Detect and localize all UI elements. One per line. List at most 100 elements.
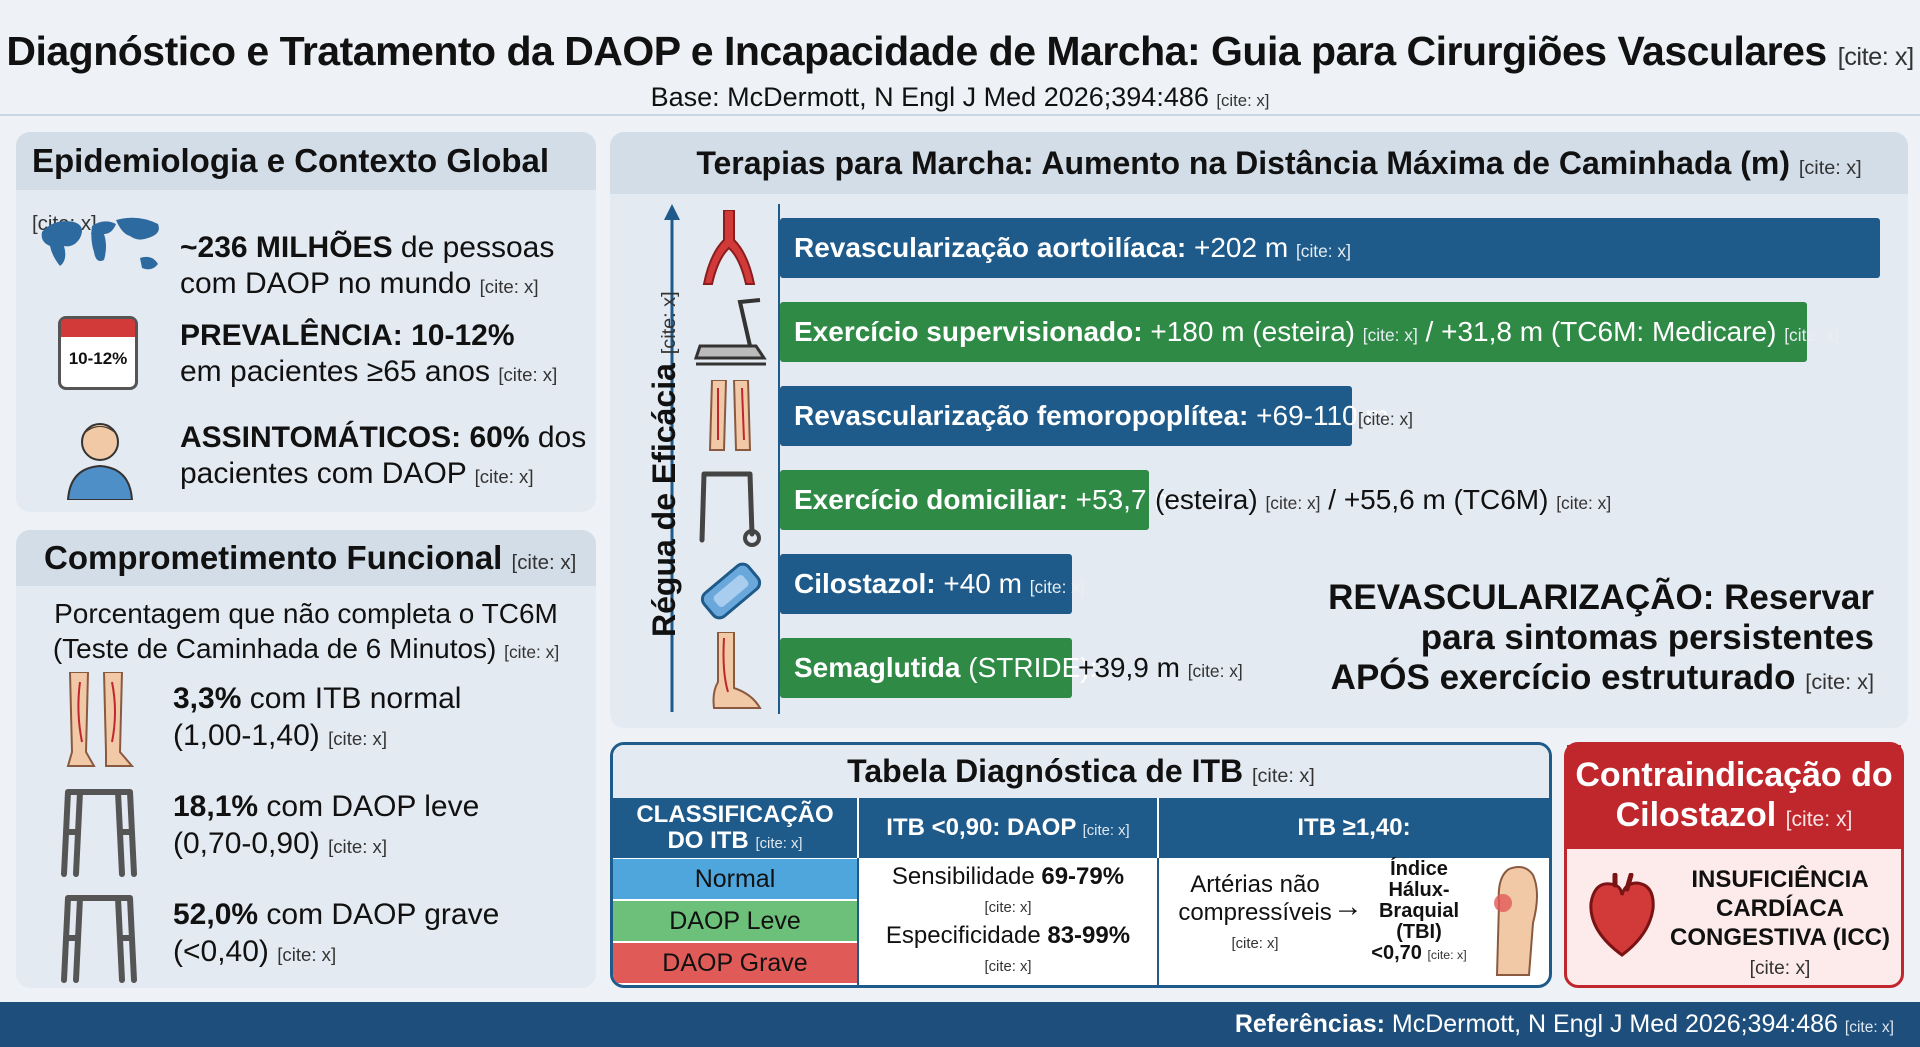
efficacy-axis-label: Régua de Eficácia [cite: x] <box>646 291 682 637</box>
therapy-bar-outside-text: +39,9 m [cite: x] <box>1078 638 1243 701</box>
table-divider <box>1157 858 1159 985</box>
functional-title: Comprometimento Funcional [cite: x] <box>16 530 596 586</box>
walker-icon <box>699 471 761 547</box>
walker-icon <box>61 895 137 983</box>
incompressible-arteries-cell: Artérias não compressíveis [cite: x] <box>1178 871 1332 952</box>
therapy-bar: Semaglutida (STRIDE): <box>780 638 1097 698</box>
cite: [cite: x] <box>1082 823 1130 839</box>
cite: [cite: x] <box>328 836 387 857</box>
therapy-value: (STRIDE): <box>960 652 1098 683</box>
therapy-outside-value: / +55,6 m (TC6M) <box>1320 484 1549 515</box>
col-header-classification: CLASSIFICAÇÃO DO ITB [cite: x] <box>613 798 857 858</box>
cite: [cite: x] <box>498 364 558 385</box>
cite: [cite: x] <box>1749 958 1811 979</box>
therapy-outside-value: [cite: x] <box>1358 409 1413 429</box>
therapy-value: +40 m <box>935 568 1022 599</box>
col-header-incompressible: ITB ≥1,40: <box>1159 798 1549 858</box>
therapy-outside-value: +39,9 m <box>1078 652 1180 683</box>
functional-item-normal: 3,3% com ITB normal (1,00-1,40) [cite: x] <box>173 682 462 752</box>
cite: [cite: x] <box>1029 577 1085 597</box>
therapy-bar-outside-text: (esteira) [cite: x] / +55,6 m (TC6M) [ci… <box>1155 470 1611 533</box>
itb-table-panel: Tabela Diagnóstica de ITB [cite: x] CLAS… <box>610 742 1552 988</box>
icc-text: INSUFICIÊNCIA CARDÍACA CONGESTIVA (ICC) [ci… <box>1670 866 1890 979</box>
pill-icon <box>700 562 762 620</box>
therapy-value: +202 m <box>1186 232 1289 263</box>
cite: [cite: x] <box>1427 948 1467 962</box>
cite: [cite: x] <box>1362 325 1418 345</box>
therapy-bar: Revascularização aortoilíaca: +202 m [ci… <box>780 218 1880 278</box>
therapy-value: +69-110 m <box>1248 400 1389 431</box>
therapy-label: Exercício supervisionado: <box>794 316 1143 347</box>
therapy-label: Semaglutida <box>794 652 961 683</box>
cite: [cite: x] <box>1265 493 1321 513</box>
calendar-icon-label: 10-12% <box>68 349 128 368</box>
subtitle-cite: [cite: x] <box>1216 91 1270 110</box>
cite: [cite: x] <box>1187 661 1243 681</box>
world-map-icon <box>41 217 159 270</box>
cite: [cite: x] <box>1556 493 1612 513</box>
cite: [cite: x] <box>1805 669 1874 694</box>
epi-item-text: ASSINTOMÁTICOS: 60% dos pacientes com DAO… <box>180 421 587 490</box>
itb-table-title: Tabela Diagnóstica de ITB [cite: x] <box>613 745 1549 798</box>
cite: [cite: x] <box>277 944 337 965</box>
tbi-cell: Índice Hálux- Braquial (TBI) <0,70 [cite: x] <box>1371 858 1467 964</box>
therapy-outside-value: (esteira) <box>1155 484 1258 515</box>
efficacy-axis-arrow <box>664 204 680 712</box>
treadmill-icon <box>693 298 767 366</box>
cite: [cite: x] <box>1231 936 1279 952</box>
functional-item-mild: 18,1% com DAOP leve (0,70-0,90) [cite: x] <box>173 790 480 860</box>
epi-item-text: PREVALÊNCIA: 10-12% em pacientes ≥65 anos… <box>180 319 558 388</box>
epidemiology-panel: Epidemiologia e Contexto Global [cite: x… <box>16 132 596 512</box>
cite: [cite: x] <box>1784 325 1840 345</box>
functional-panel: Comprometimento Funcional [cite: x] Porc… <box>16 530 596 988</box>
therapy-value: +180 m (esteira) <box>1142 316 1355 347</box>
legs-icon <box>708 380 752 451</box>
therapies-panel: Terapias para Marcha: Aumento na Distânc… <box>610 132 1908 728</box>
cite: [cite: x] <box>504 642 560 662</box>
arrow-icon: → <box>1333 890 1363 923</box>
therapy-value-secondary: / +31,8 m (TC6M: Medicare) <box>1417 316 1777 347</box>
revascularization-note: REVASCULARIZAÇÃO: Reservar para sintomas … <box>1328 578 1874 697</box>
therapy-value: +53,7 m <box>1067 484 1178 515</box>
sensitivity-cell: Sensibilidade 69-79% [cite: x] Especifici… <box>885 863 1131 975</box>
class-normal: Normal <box>613 859 857 899</box>
therapy-bar: Exercício supervisionado: +180 m (esteir… <box>780 302 1839 362</box>
page-subtitle: Base: McDermott, N Engl J Med 2026;394:4… <box>650 82 1270 112</box>
therapy-label: Exercício domiciliar: <box>794 484 1068 515</box>
epi-item-text: ~236 MILHÕES de pessoas com DAOP no mundo… <box>180 231 555 300</box>
cite: [cite: x] <box>474 466 534 487</box>
foot-toe-icon <box>1494 866 1538 976</box>
therapies-title: Terapias para Marcha: Aumento na Distânc… <box>610 132 1908 194</box>
cite: [cite: x] <box>755 836 803 852</box>
table-divider <box>857 858 859 985</box>
epidemiology-title: Epidemiologia e Contexto Global [cite: x… <box>16 132 596 235</box>
cite: [cite: x] <box>1252 765 1315 787</box>
col-header-daop: ITB <0,90: DAOP [cite: x] <box>859 798 1157 858</box>
class-mild: DAOP Leve <box>613 901 857 941</box>
therapy-bar: Exercício domiciliar: +53,7 m <box>780 470 1178 530</box>
person-icon <box>66 423 134 500</box>
contraindication-title: Contraindicação do Cilostazol [cite: x] <box>1567 745 1901 849</box>
foot-icon <box>712 632 762 709</box>
cite: [cite: x] <box>1785 808 1853 831</box>
walker-icon <box>61 789 137 877</box>
therapy-bar-outside-text: [cite: x] <box>1358 386 1413 449</box>
page-title: Diagnóstico e Tratamento da DAOP e Incap… <box>6 28 1914 74</box>
heart-icon <box>1589 873 1655 957</box>
cite: [cite: x] <box>658 291 680 355</box>
therapy-bar: Revascularização femoropoplítea: +69-110… <box>780 386 1389 446</box>
aorta-icon <box>702 210 756 285</box>
cite: [cite: x] <box>328 728 387 749</box>
functional-item-severe: 52,0% com DAOP grave (<0,40) [cite: x] <box>173 898 500 968</box>
cite: [cite: x] <box>984 959 1032 975</box>
therapy-label: Cilostazol: <box>794 568 936 599</box>
header: Diagnóstico e Tratamento da DAOP e Incap… <box>0 0 1920 116</box>
references-footer: Referências: McDermott, N Engl J Med 202… <box>0 1002 1920 1047</box>
therapy-label: Revascularização femoropoplítea: <box>794 400 1249 431</box>
therapy-bar: Cilostazol: +40 m [cite: x] <box>780 554 1085 614</box>
calendar-icon: 10-12% <box>58 316 138 390</box>
title-cite: [cite: x] <box>1837 43 1914 71</box>
class-severe: DAOP Grave <box>613 943 857 983</box>
cite: [cite: x] <box>1844 1019 1894 1036</box>
contraindication-panel: Contraindicação do Cilostazol [cite: x] I… <box>1564 742 1904 988</box>
